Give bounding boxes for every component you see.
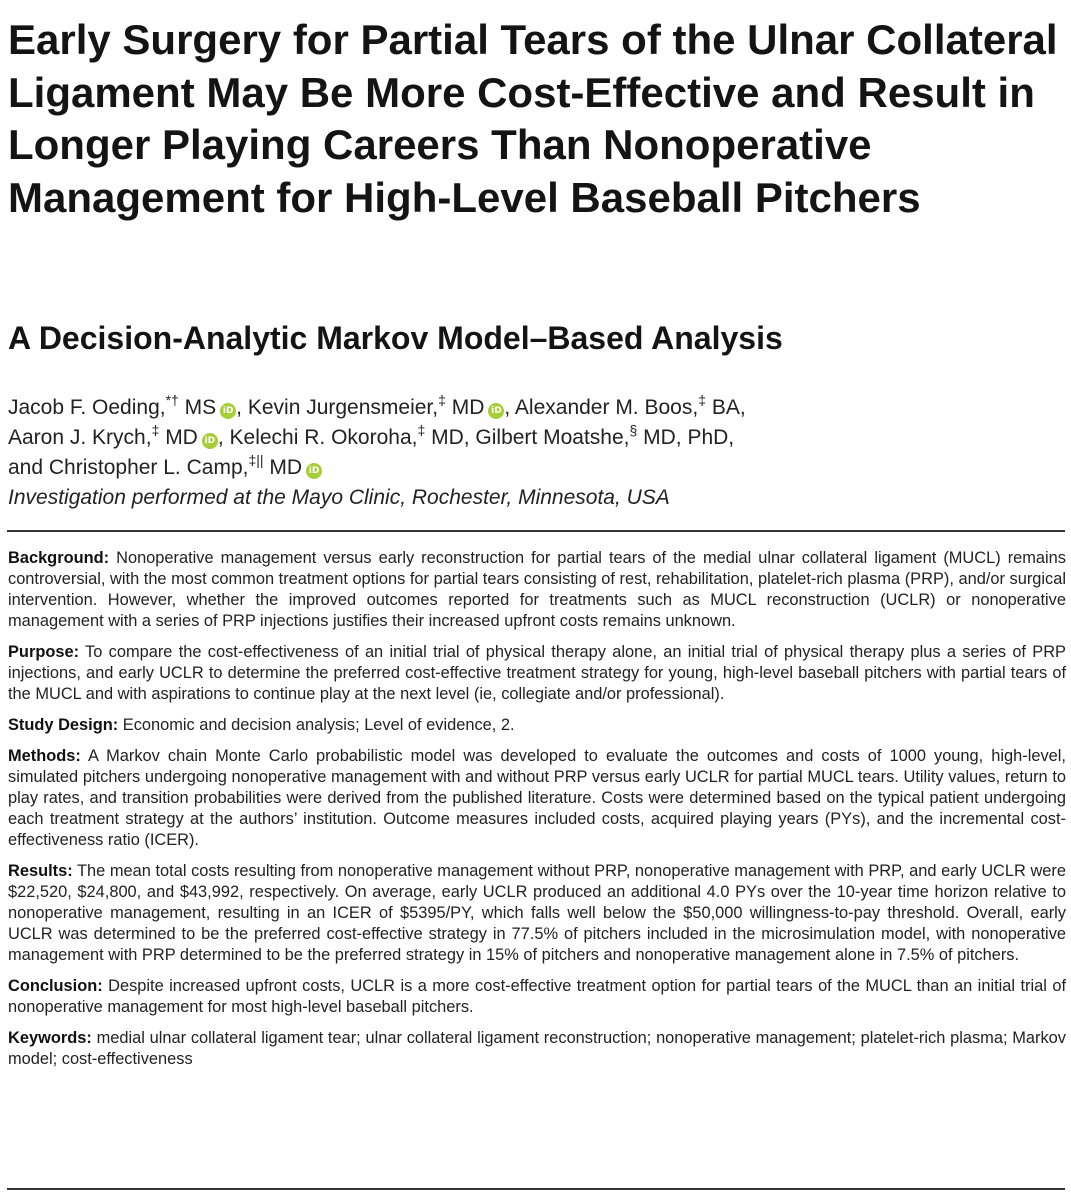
abstract-results: Results: The mean total costs resulting … (8, 861, 1066, 966)
abstract-background: Background: Nonoperative management vers… (8, 548, 1066, 632)
author-degree: MD (263, 456, 303, 479)
author-degree: MD (159, 426, 198, 449)
author-affil-mark: ‡ (698, 392, 706, 408)
author-name: Aaron J. Krych, (8, 426, 152, 449)
author-degree: MS (178, 396, 217, 419)
section-text: To compare the cost-effectiveness of an … (8, 643, 1066, 703)
article-subtitle: A Decision-Analytic Markov Model–Based A… (8, 320, 783, 356)
author-name: , Kevin Jurgensmeier, (236, 396, 439, 419)
section-label: Background: (8, 549, 110, 567)
author-affil-mark: *† (165, 392, 179, 408)
section-label: Results: (8, 862, 73, 880)
author-affil-mark: ‡ (151, 422, 160, 438)
section-label: Purpose: (8, 643, 80, 661)
abstract-purpose: Purpose: To compare the cost-effectivene… (8, 642, 1066, 705)
abstract-top-rule (7, 530, 1065, 532)
author-degree: MD, Gilbert Moatshe, (425, 426, 630, 449)
abstract-methods: Methods: A Markov chain Monte Carlo prob… (8, 746, 1066, 851)
orcid-icon[interactable]: iD (306, 463, 323, 479)
author-affil-mark: ‡|| (248, 452, 264, 468)
author-degree: MD, PhD, (637, 426, 735, 449)
section-text: Economic and decision analysis; Level of… (118, 716, 515, 734)
author-degree: MD (445, 396, 485, 419)
section-text: Despite increased upfront costs, UCLR is… (8, 977, 1066, 1016)
section-text: medial ulnar collateral ligament tear; u… (8, 1029, 1066, 1068)
author-name: and Christopher L. Camp, (8, 456, 249, 479)
author-block: Jacob F. Oeding,*† MS iD, Kevin Jurgensme… (8, 393, 1058, 513)
author-affil-mark: ‡ (438, 392, 446, 408)
abstract-keywords: Keywords: medial ulnar collateral ligame… (8, 1028, 1066, 1070)
abstract-conclusion: Conclusion: Despite increased upfront co… (8, 976, 1066, 1018)
orcid-icon[interactable]: iD (201, 433, 218, 449)
section-label: Study Design: (8, 716, 119, 734)
orcid-icon[interactable]: iD (220, 403, 237, 419)
section-text: The mean total costs resulting from nono… (8, 862, 1066, 964)
abstract-bottom-rule (7, 1188, 1065, 1190)
section-text: A Markov chain Monte Carlo probabilistic… (8, 747, 1066, 849)
article-title: Early Surgery for Partial Tears of the U… (8, 16, 1058, 221)
section-label: Conclusion: (8, 977, 103, 995)
orcid-icon[interactable]: iD (488, 403, 505, 419)
author-degree: BA, (705, 396, 746, 419)
affiliation: Investigation performed at the Mayo Clin… (8, 486, 670, 509)
section-label: Methods: (8, 747, 81, 765)
author-name: Jacob F. Oeding, (8, 396, 166, 419)
author-name: , Kelechi R. Okoroha, (217, 426, 418, 449)
author-name: , Alexander M. Boos, (504, 396, 699, 419)
author-affil-mark: § (629, 422, 638, 438)
abstract-study-design: Study Design: Economic and decision anal… (8, 715, 1066, 736)
section-text: Nonoperative management versus early rec… (8, 549, 1066, 630)
author-affil-mark: ‡ (417, 422, 426, 438)
abstract: Background: Nonoperative management vers… (8, 548, 1066, 1080)
section-label: Keywords: (8, 1029, 92, 1047)
